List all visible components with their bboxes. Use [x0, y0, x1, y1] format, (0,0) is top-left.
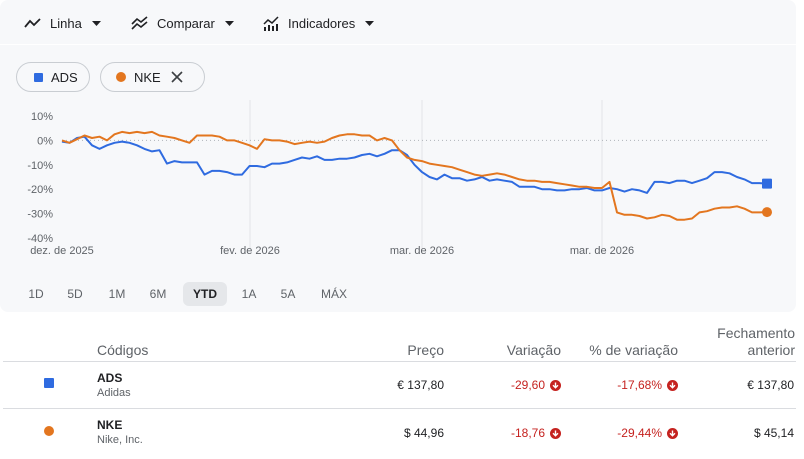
y-tick-label: 10% — [31, 111, 53, 123]
row-ads-codes: ADS Adidas — [97, 371, 131, 399]
line-type-dropdown[interactable]: Linha — [24, 10, 101, 36]
row-nke-codes: NKE Nike, Inc. — [97, 418, 143, 446]
range-6m[interactable]: 6M — [149, 287, 167, 301]
line-type-label: Linha — [50, 15, 82, 31]
row-divider — [3, 408, 796, 409]
y-tick-label: -20% — [27, 184, 53, 196]
ads-square-marker — [44, 378, 54, 388]
nke-circle-marker — [116, 72, 126, 82]
series-line-ads — [61, 135, 768, 194]
toolbar-divider — [0, 44, 796, 45]
arrow-down-icon — [667, 379, 678, 391]
header-prev-close: Fechamento anterior — [690, 325, 795, 359]
ads-square-marker — [34, 72, 43, 82]
chart-panel — [0, 0, 796, 312]
range-1a[interactable]: 1A — [241, 287, 257, 301]
indicators-icon — [263, 15, 279, 31]
row-ads-change-value: -29,60 — [510, 378, 545, 392]
row-ads-name: Adidas — [97, 387, 131, 399]
row-nke-pct: -29,44% — [570, 426, 678, 440]
row-nke-prev: $ 45,14 — [753, 426, 794, 440]
range-1m[interactable]: 1M — [108, 287, 126, 301]
row-nke-pct-value: -29,44% — [617, 426, 662, 440]
arrow-down-icon — [667, 427, 678, 439]
series-line-nke — [61, 130, 768, 221]
chip-nke[interactable]: NKE — [100, 62, 205, 92]
range-5d[interactable]: 5D — [67, 287, 83, 301]
range-ytd[interactable]: YTD — [183, 282, 227, 306]
compare-label: Comparar — [157, 15, 215, 31]
row-ads-pct-value: -17,68% — [617, 378, 662, 392]
nke-end-marker — [762, 207, 772, 218]
row-ads-price: € 137,80 — [397, 378, 444, 392]
range-1d[interactable]: 1D — [28, 287, 44, 301]
y-tick-label: 0% — [37, 135, 53, 147]
row-ads-code: ADS — [97, 371, 123, 385]
header-change: Variação — [506, 342, 561, 358]
compare-dropdown[interactable]: Comparar — [131, 10, 234, 36]
chip-nke-label: NKE — [134, 69, 161, 85]
row-nke-code: NKE — [97, 418, 123, 432]
chip-ads[interactable]: ADS — [16, 62, 90, 92]
caret-down-icon — [91, 20, 101, 26]
remove-nke-button[interactable] — [171, 71, 183, 83]
x-tick-label: dez. de 2025 — [30, 245, 94, 257]
y-tick-label: -10% — [27, 160, 53, 172]
row-ads-prev: € 137,80 — [747, 378, 794, 392]
row-nke-change: -18,76 — [470, 426, 561, 440]
header-codes: Códigos — [97, 342, 149, 358]
x-tick-label: mar. de 2026 — [570, 245, 634, 257]
header-prev-close-line2: anterior — [747, 342, 795, 358]
indicators-dropdown[interactable]: Indicadores — [263, 10, 375, 36]
row-ads-pct: -17,68% — [570, 378, 678, 392]
row-nke-change-value: -18,76 — [510, 426, 545, 440]
chart-toolbar: Linha Comparar Indicadores — [0, 0, 796, 44]
close-icon — [171, 71, 183, 83]
ads-end-marker — [762, 178, 772, 189]
range-5a[interactable]: 5A — [280, 287, 296, 301]
chip-ads-label: ADS — [51, 69, 78, 85]
x-tick-label: mar. de 2026 — [390, 245, 454, 257]
table-header-rule — [3, 361, 796, 362]
nke-circle-marker — [44, 426, 54, 436]
header-price: Preço — [407, 342, 444, 358]
caret-down-icon — [365, 20, 375, 26]
line-chart-icon — [24, 18, 41, 28]
row-ads-change: -29,60 — [470, 378, 561, 392]
x-tick-label: fev. de 2026 — [220, 245, 280, 257]
comparison-line-chart: 10% 0% -10% -20% -30% -40%dez. de 2025 fev. de… — [27, 100, 772, 257]
row-nke-price: $ 44,96 — [403, 426, 444, 440]
compare-icon — [131, 16, 148, 30]
arrow-down-icon — [550, 427, 561, 439]
header-pct-change: % de variação — [589, 342, 678, 358]
caret-down-icon — [224, 20, 234, 26]
header-prev-close-line1: Fechamento — [717, 325, 795, 341]
range-máx[interactable]: MÁX — [320, 287, 347, 301]
y-tick-label: -30% — [27, 209, 53, 221]
indicators-label: Indicadores — [288, 15, 356, 31]
row-nke-name: Nike, Inc. — [97, 434, 143, 446]
y-tick-label: -40% — [27, 233, 53, 245]
arrow-down-icon — [550, 379, 561, 391]
